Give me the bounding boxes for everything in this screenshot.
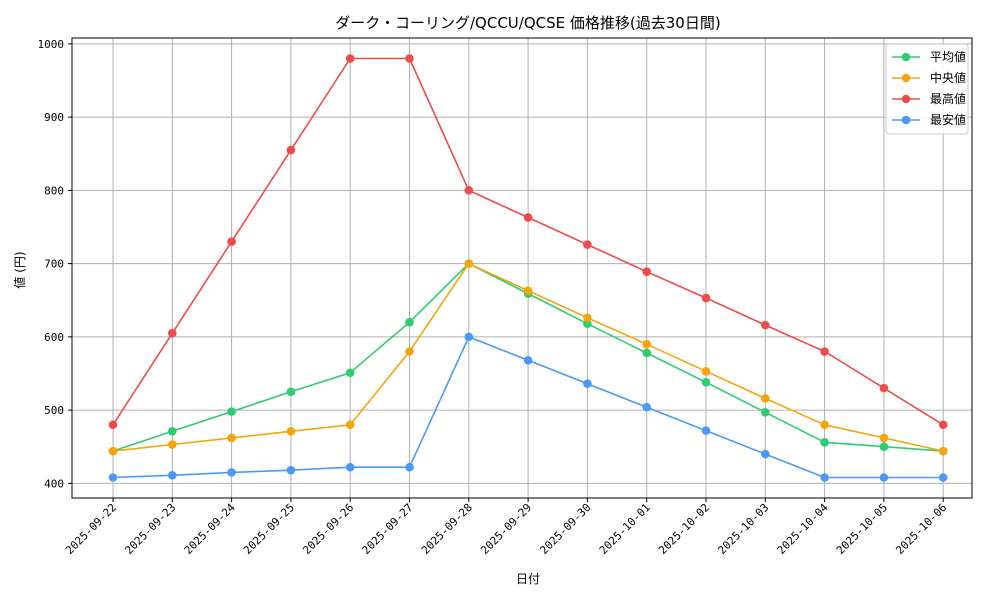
legend-label: 中央値 — [930, 70, 966, 85]
data-point — [345, 462, 355, 472]
data-point — [345, 368, 355, 378]
data-point — [168, 470, 177, 480]
y-tick-label: 1000 — [38, 38, 65, 51]
plot-frame — [71, 37, 973, 499]
grid-layer — [72, 38, 972, 498]
series-layer — [108, 54, 948, 482]
legend-swatch-marker — [901, 94, 911, 104]
data-point — [583, 240, 592, 249]
y-tick-label: 600 — [44, 331, 64, 344]
y-tick-label: 500 — [44, 404, 64, 417]
data-point — [701, 366, 711, 376]
data-point — [761, 394, 770, 403]
data-point — [227, 237, 236, 246]
data-point — [227, 468, 236, 477]
y-tick-label: 800 — [44, 184, 64, 197]
data-point — [820, 473, 829, 482]
data-point — [701, 377, 711, 387]
data-point — [642, 402, 651, 412]
data-point — [464, 186, 474, 195]
data-point — [701, 426, 711, 435]
data-point — [108, 420, 118, 430]
data-point — [583, 313, 592, 323]
data-point — [938, 446, 948, 456]
data-point — [583, 379, 592, 389]
data-point — [168, 328, 177, 338]
legend-label: 最高値 — [930, 91, 966, 106]
y-tick-label: 700 — [44, 258, 64, 271]
data-point — [286, 427, 296, 436]
data-point — [286, 465, 296, 475]
data-point — [464, 259, 474, 268]
data-point — [879, 473, 889, 482]
series-2 — [108, 259, 948, 456]
legend-item: 最高値 — [892, 91, 966, 106]
data-point — [820, 420, 829, 430]
legend-swatch-marker — [901, 52, 911, 62]
data-point — [405, 54, 414, 63]
series-3 — [108, 54, 948, 430]
data-point — [168, 440, 177, 449]
legend-item: 平均値 — [892, 49, 966, 64]
data-point — [820, 438, 829, 447]
legend-item: 中央値 — [892, 70, 966, 85]
legend-swatch-marker — [901, 73, 911, 83]
legend-label: 平均値 — [930, 49, 966, 64]
data-point — [464, 332, 474, 342]
data-point — [405, 347, 414, 356]
data-point — [642, 348, 651, 358]
data-point — [761, 449, 770, 459]
data-point — [405, 462, 414, 472]
data-point — [938, 420, 948, 430]
x-axis-label: 日付 — [516, 572, 540, 586]
series-4 — [108, 332, 948, 482]
data-point — [879, 433, 889, 443]
chart-title: ダーク・コーリング/QCCU/QCSE 価格推移(過去30日間) — [335, 14, 720, 32]
y-tick-label: 400 — [44, 477, 64, 490]
data-point — [879, 383, 889, 393]
data-point — [227, 433, 236, 443]
legend-box — [885, 43, 969, 135]
y-axis-label: 値 (円) — [12, 251, 27, 288]
data-point — [879, 442, 889, 452]
data-point — [168, 427, 177, 436]
data-point — [938, 473, 948, 482]
legend-item: 最安値 — [892, 112, 966, 127]
data-point — [345, 54, 355, 63]
data-point — [642, 339, 651, 349]
data-point — [761, 320, 770, 330]
data-point — [227, 407, 236, 416]
y-tick-label: 900 — [44, 111, 64, 124]
data-point — [286, 387, 296, 397]
data-point — [820, 347, 829, 356]
data-point — [108, 446, 118, 456]
data-point — [286, 145, 296, 155]
data-point — [701, 293, 711, 303]
data-point — [345, 420, 355, 430]
data-point — [523, 355, 533, 365]
data-point — [642, 267, 651, 276]
legend-swatch-marker — [901, 115, 911, 125]
data-point — [523, 213, 533, 222]
data-point — [405, 317, 414, 327]
legend-label: 最安値 — [930, 112, 966, 127]
data-point — [761, 407, 770, 417]
data-point — [108, 473, 118, 482]
data-point — [523, 286, 533, 296]
